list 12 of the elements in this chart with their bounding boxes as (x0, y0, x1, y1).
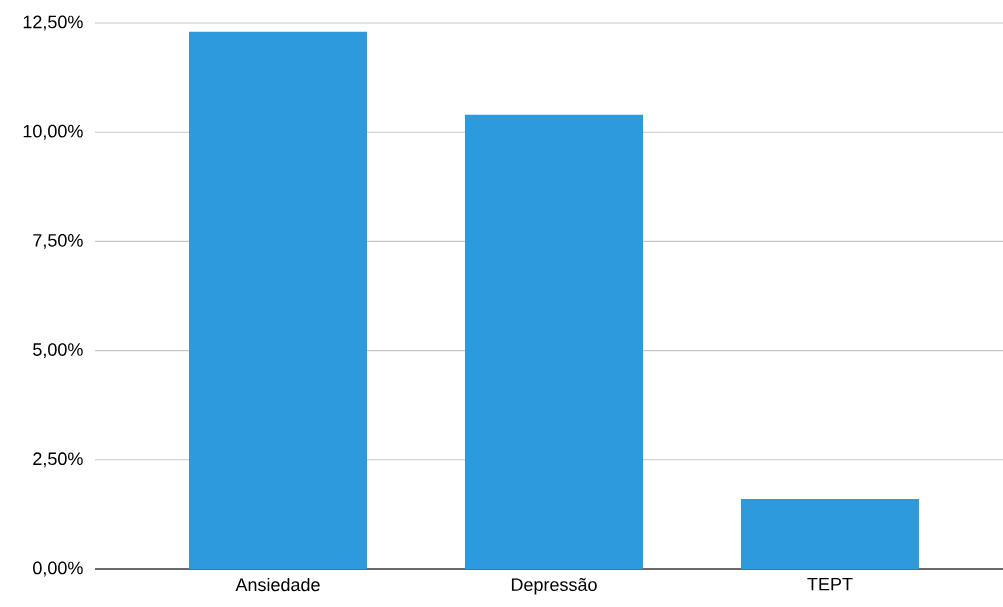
x-tick-label: TEPT (807, 577, 853, 591)
y-tick-label: 0,00% (33, 561, 83, 577)
x-tick-label: Depressão (511, 577, 597, 595)
bar (188, 31, 367, 569)
x-tick-label: Ansiedade (235, 577, 320, 592)
bar (740, 499, 919, 569)
y-tick-label: 2,50% (33, 452, 83, 468)
y-tick-label: 12,50% (23, 15, 83, 31)
y-tick-label: 7,50% (33, 233, 83, 249)
y-tick-label: 5,00% (33, 343, 83, 359)
y-tick-label: 10,00% (23, 124, 83, 140)
bar (464, 114, 643, 569)
